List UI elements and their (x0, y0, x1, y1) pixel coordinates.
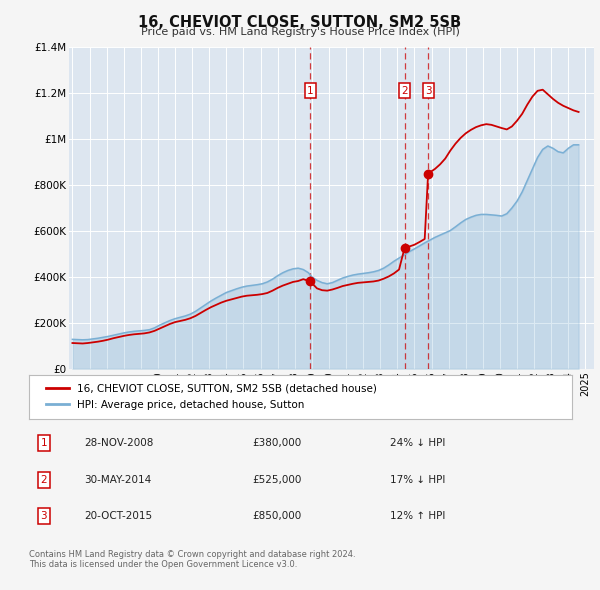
Text: Price paid vs. HM Land Registry's House Price Index (HPI): Price paid vs. HM Land Registry's House … (140, 27, 460, 37)
Text: 28-NOV-2008: 28-NOV-2008 (84, 438, 154, 448)
Legend: 16, CHEVIOT CLOSE, SUTTON, SM2 5SB (detached house), HPI: Average price, detache: 16, CHEVIOT CLOSE, SUTTON, SM2 5SB (deta… (40, 378, 383, 416)
Text: 2: 2 (40, 475, 47, 485)
Text: 20-OCT-2015: 20-OCT-2015 (84, 512, 152, 522)
Text: 1: 1 (307, 86, 314, 96)
Text: 3: 3 (425, 86, 431, 96)
Text: 3: 3 (40, 512, 47, 522)
Text: 30-MAY-2014: 30-MAY-2014 (84, 475, 151, 485)
Text: 24% ↓ HPI: 24% ↓ HPI (390, 438, 445, 448)
Text: £525,000: £525,000 (252, 475, 301, 485)
Text: 16, CHEVIOT CLOSE, SUTTON, SM2 5SB: 16, CHEVIOT CLOSE, SUTTON, SM2 5SB (139, 15, 461, 30)
Text: 1: 1 (40, 438, 47, 448)
Text: £850,000: £850,000 (252, 512, 301, 522)
Text: 12% ↑ HPI: 12% ↑ HPI (390, 512, 445, 522)
Text: 2: 2 (401, 86, 408, 96)
Text: 17% ↓ HPI: 17% ↓ HPI (390, 475, 445, 485)
Text: £380,000: £380,000 (252, 438, 301, 448)
Text: Contains HM Land Registry data © Crown copyright and database right 2024.
This d: Contains HM Land Registry data © Crown c… (29, 550, 355, 569)
